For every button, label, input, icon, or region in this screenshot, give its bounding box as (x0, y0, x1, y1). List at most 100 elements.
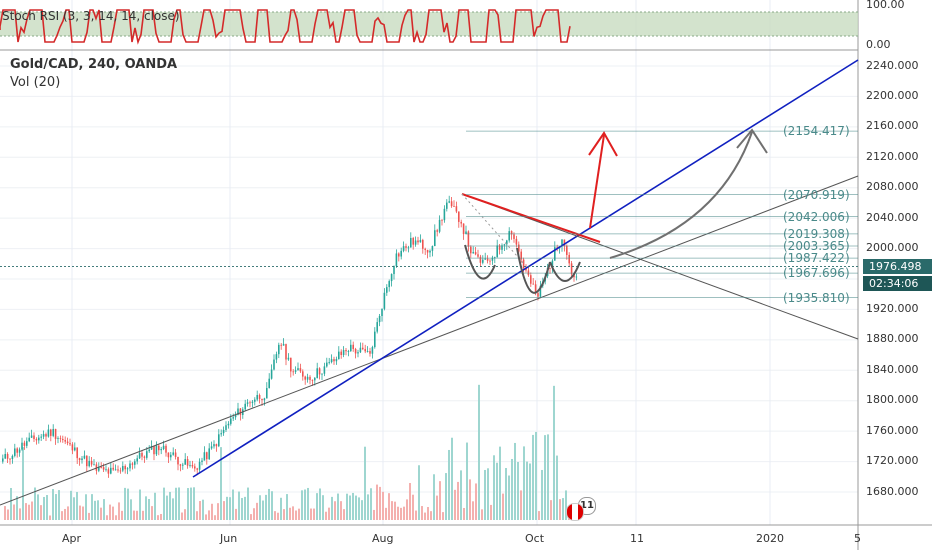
volume-bar (460, 470, 462, 520)
volume-bar (142, 510, 144, 520)
red-arrow-shaft (589, 134, 605, 229)
fib-level-label: (2042.006) (783, 210, 850, 224)
candle-body (122, 466, 124, 471)
symbol-title: Gold/CAD, 240, OANDA (10, 57, 178, 72)
stoch-axis-tick: 0.00 (866, 38, 891, 51)
candle-body (400, 250, 402, 257)
candle-body (311, 379, 314, 381)
volume-label: Vol (20) (10, 75, 61, 90)
volume-bar (262, 500, 264, 520)
candle-body (282, 344, 285, 346)
candle-body (52, 428, 54, 436)
volume-bar (325, 511, 327, 520)
candle-body (357, 352, 359, 354)
candle-body (54, 428, 57, 439)
candle-body (141, 452, 143, 457)
volume-bar (382, 491, 384, 520)
volume-bar (424, 512, 426, 520)
volume-bar (202, 499, 204, 520)
candle-body (554, 247, 556, 261)
volume-bar (121, 510, 123, 520)
volume-bar (316, 493, 318, 520)
candle-body (18, 449, 21, 453)
volume-bar (445, 473, 447, 520)
candle-body (340, 351, 342, 355)
candle-body (297, 368, 299, 371)
candle-body (105, 469, 107, 471)
candle-body (110, 467, 112, 474)
canada-flag-icon[interactable] (566, 503, 584, 521)
volume-bar (280, 497, 282, 520)
candle-body (551, 260, 554, 269)
volume-bar (505, 467, 507, 520)
volume-bar (469, 479, 471, 520)
candle-body (419, 239, 422, 243)
volume-bar (439, 481, 441, 520)
candle-body (470, 246, 472, 254)
volume-bar (187, 488, 189, 520)
volume-bar (73, 497, 75, 520)
candle-body (362, 347, 364, 350)
candle-body (326, 362, 328, 367)
candle-body (513, 234, 515, 239)
volume-bar (538, 511, 540, 520)
candle-body (177, 456, 179, 465)
candle-body (285, 344, 287, 360)
candle-body (482, 259, 484, 263)
volume-bar (16, 496, 18, 520)
candle-body (172, 452, 174, 455)
volume-bar (358, 497, 360, 520)
candle-body (306, 376, 309, 380)
volume-bar (196, 511, 198, 520)
volume-bar (268, 488, 270, 520)
volume-bar (232, 489, 234, 520)
volume-bar (7, 509, 9, 520)
volume-bar (355, 495, 357, 520)
candle-body (563, 239, 566, 246)
candle-body (405, 246, 407, 248)
volume-bar (322, 495, 324, 520)
candle-body (194, 466, 196, 469)
price-axis-tick: 2080.000 (866, 180, 919, 193)
candle-body (395, 253, 398, 266)
candle-body (537, 293, 539, 297)
candle-body (436, 230, 438, 232)
candle-body (429, 250, 431, 253)
candle-body (510, 231, 513, 235)
volume-bar (172, 498, 174, 520)
volume-bar (547, 434, 549, 520)
candle-body (549, 268, 551, 269)
volume-bar (118, 502, 120, 520)
volume-bar (490, 504, 492, 520)
candle-body (539, 285, 542, 297)
candle-body (506, 240, 508, 245)
candle-body (261, 398, 263, 401)
volume-bar (532, 434, 534, 520)
candle-body (376, 322, 378, 332)
volume-bar (346, 493, 348, 520)
candle-body (412, 237, 414, 245)
candle-body (359, 347, 362, 353)
candle-body (220, 433, 222, 435)
candle-body (254, 399, 256, 402)
candle-body (472, 252, 474, 254)
candle-body (64, 440, 66, 442)
candle-body (486, 258, 489, 261)
candle-body (234, 414, 237, 418)
candle-body (201, 460, 203, 462)
candle-body (390, 274, 393, 282)
volume-bar (562, 498, 564, 520)
volume-bar (397, 506, 399, 520)
volume-bar (19, 508, 21, 520)
pattern-arc (464, 244, 496, 280)
volume-bar (394, 501, 396, 520)
candle-body (407, 247, 410, 249)
candle-body (354, 348, 357, 354)
date-axis-tick: Aug (372, 532, 394, 545)
volume-bar (529, 463, 531, 520)
price-axis-tick: 2160.000 (866, 119, 919, 132)
volume-bar (157, 515, 159, 520)
volume-bar (364, 446, 366, 520)
volume-bar (205, 514, 207, 520)
